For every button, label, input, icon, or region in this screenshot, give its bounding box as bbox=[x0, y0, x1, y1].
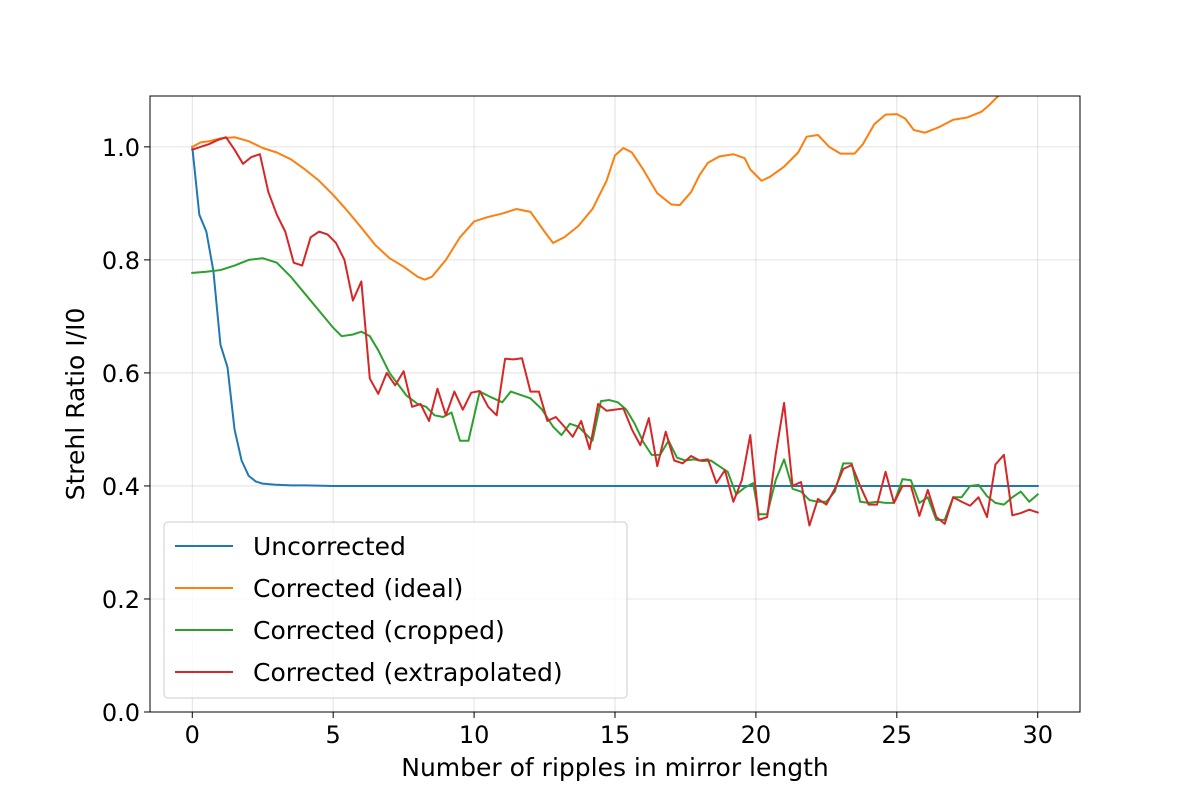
x-tick-label: 15 bbox=[600, 721, 631, 749]
legend-label-corrected-cropped: Corrected (cropped) bbox=[253, 616, 505, 645]
x-axis-ticks: 0 5 10 15 20 25 30 bbox=[185, 712, 1053, 749]
y-tick-label: 0.4 bbox=[102, 473, 140, 501]
series-line-uncorrected bbox=[191, 145, 1039, 487]
y-tick-label: 0.8 bbox=[102, 247, 140, 275]
x-tick-label: 0 bbox=[185, 721, 200, 749]
x-tick-label: 10 bbox=[459, 721, 490, 749]
x-tick-label: 25 bbox=[882, 721, 913, 749]
x-tick-label: 5 bbox=[326, 721, 341, 749]
legend-label-corrected-ideal: Corrected (ideal) bbox=[253, 574, 463, 603]
x-tick-label: 30 bbox=[1022, 721, 1053, 749]
x-tick-label: 20 bbox=[741, 721, 772, 749]
x-axis-label: Number of ripples in mirror length bbox=[401, 753, 829, 782]
series-layer bbox=[190, 96, 1040, 527]
legend: Uncorrected Corrected (ideal) Corrected (c… bbox=[163, 521, 628, 699]
legend-box bbox=[163, 521, 628, 699]
legend-label-corrected-extrapolated: Corrected (extrapolated) bbox=[253, 658, 563, 687]
y-tick-label: 1.0 bbox=[102, 134, 140, 162]
legend-label-uncorrected: Uncorrected bbox=[253, 532, 406, 561]
y-axis-label: Strehl Ratio I/I0 bbox=[61, 308, 90, 501]
series-line-corrected-ideal bbox=[190, 96, 1000, 281]
y-axis-ticks: 0.0 0.2 0.4 0.6 0.8 1.0 bbox=[102, 134, 150, 727]
y-tick-label: 0.6 bbox=[102, 360, 140, 388]
y-tick-label: 0.2 bbox=[102, 586, 140, 614]
y-tick-label: 0.0 bbox=[102, 699, 140, 727]
series-line-corrected-extrapolated bbox=[191, 136, 1039, 527]
